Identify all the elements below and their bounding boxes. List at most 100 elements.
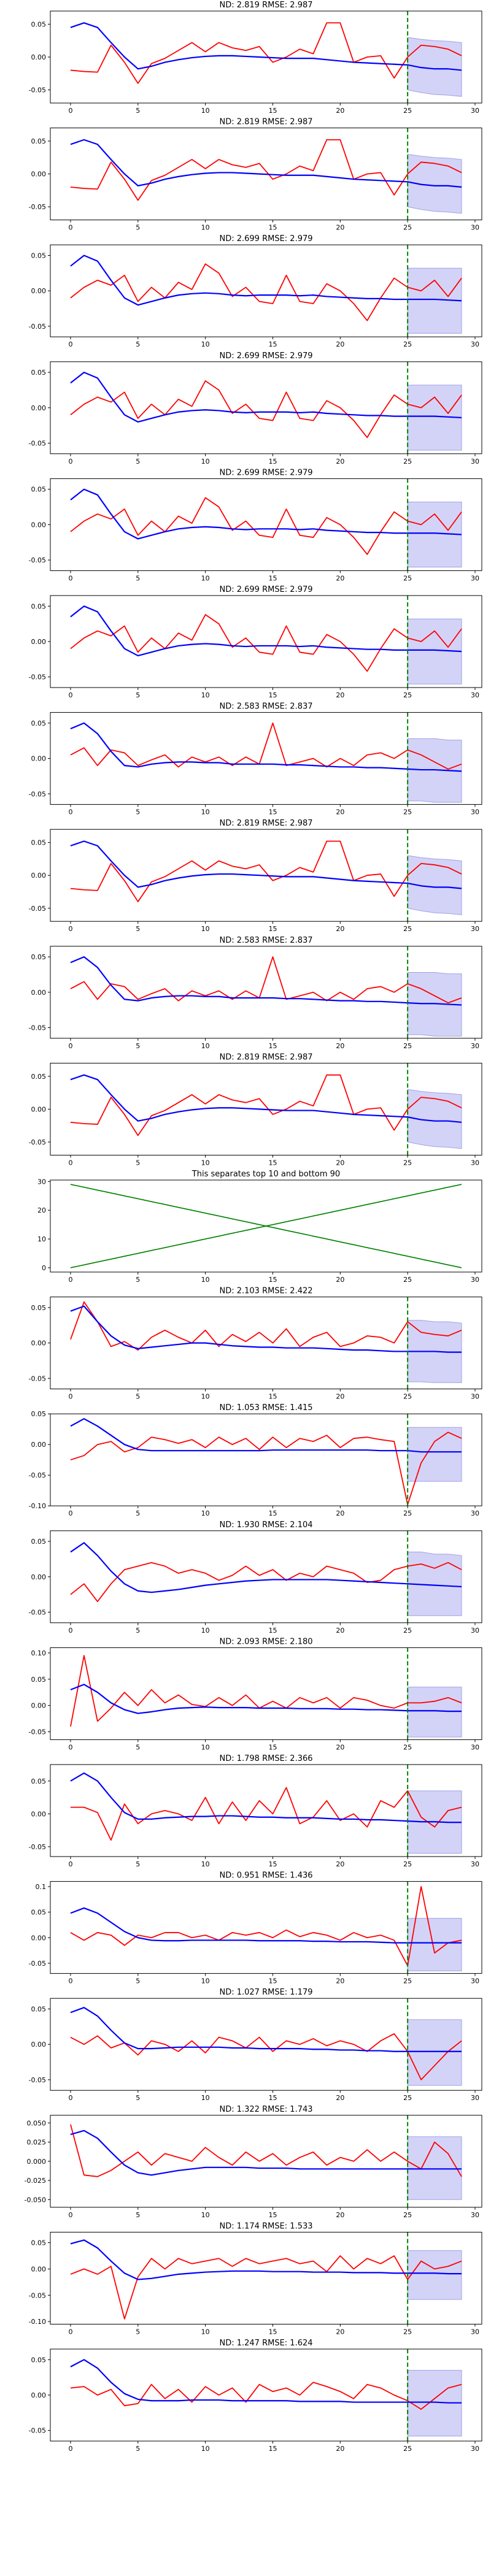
predicted-series-line: [70, 488, 462, 540]
x-tick-label: 5: [136, 2445, 140, 2453]
x-tick-label: 5: [136, 1860, 140, 1868]
chart-panel: ND: 1.930 RMSE: 2.104 0 5 10 15 20 25 30 0.05 0.0…: [29, 1520, 482, 1635]
plot-area: [70, 1647, 462, 1740]
chart-panel: ND: 1.053 RMSE: 1.415 0 5 10 15 20 25 30 0.05 0.0…: [29, 1403, 482, 1517]
x-tick-label: 30: [471, 925, 479, 933]
plot-area: [70, 361, 462, 454]
y-tick-label: -0.05: [29, 86, 46, 94]
y-tick-label: 0.025: [27, 2139, 47, 2147]
x-tick-label: 15: [268, 2328, 277, 2336]
predicted-series-line: [70, 255, 462, 306]
plot-frame: [50, 2231, 482, 2325]
x-tick-label: 0: [68, 458, 72, 466]
chart-title: ND: 2.093 RMSE: 2.180: [219, 1637, 312, 1646]
x-tick-label: 5: [136, 340, 140, 348]
y-tick-label: 0: [42, 1264, 46, 1272]
y-tick-label: -0.05: [29, 1728, 46, 1736]
plot-area: [70, 1414, 462, 1506]
x-tick-label: 25: [403, 1627, 412, 1635]
x-tick-label: 10: [201, 1393, 210, 1401]
x-tick-label: 25: [403, 2445, 412, 2453]
x-tick-label: 5: [136, 925, 140, 933]
predicted-series-line: [70, 956, 462, 1006]
x-tick-label: 0: [68, 224, 72, 232]
x-tick-label: 10: [201, 458, 210, 466]
actual-series-line: [70, 2382, 462, 2410]
x-tick-label: 10: [201, 691, 210, 699]
chart-title: ND: 1.322 RMSE: 1.743: [219, 2105, 312, 2114]
y-tick-label: 0.00: [31, 2041, 47, 2049]
x-tick-label: 15: [268, 1860, 277, 1868]
y-tick-label: 0.00: [31, 521, 47, 529]
x-tick-label: 0: [68, 925, 72, 933]
forecast-band: [407, 1089, 462, 1149]
actual-series-line: [70, 1886, 462, 1967]
forecast-band: [407, 2250, 462, 2300]
plot-frame: [50, 1413, 482, 1506]
plot-area: [70, 946, 462, 1038]
plot-area: [70, 2349, 462, 2441]
y-tick-label: -0.050: [25, 2196, 46, 2204]
forecast-band: [407, 855, 462, 916]
x-tick-label: 0: [68, 1509, 72, 1517]
x-tick-label: 25: [403, 2328, 412, 2336]
chart-panel: ND: 2.699 RMSE: 2.979 0 5 10 15 20 25 30 0.05 0.0…: [29, 585, 482, 699]
y-tick-label: 0.00: [31, 1340, 47, 1347]
actual-series-line: [70, 2255, 462, 2320]
y-tick-label: 0.05: [31, 839, 47, 847]
x-tick-label: 5: [136, 458, 140, 466]
chart-title: ND: 1.027 RMSE: 1.179: [219, 1988, 312, 1997]
x-tick-label: 10: [201, 2094, 210, 2102]
chart-title: ND: 2.583 RMSE: 2.837: [219, 702, 312, 711]
y-tick-label: -0.05: [29, 1471, 46, 1479]
x-tick-label: 15: [268, 2211, 277, 2219]
plot-area: [70, 1530, 462, 1623]
chart-title: ND: 2.103 RMSE: 2.422: [219, 1287, 312, 1296]
x-tick-label: 0: [68, 691, 72, 699]
x-tick-label: 0: [68, 1860, 72, 1868]
forecast-band: [407, 153, 462, 214]
x-tick-label: 30: [471, 2211, 479, 2219]
forecast-band: [407, 267, 462, 334]
x-tick-label: 5: [136, 574, 140, 582]
forecast-band: [407, 2136, 462, 2200]
chart-title: ND: 2.819 RMSE: 2.987: [219, 118, 312, 127]
x-tick-label: 20: [336, 574, 344, 582]
y-tick-label: 0.05: [31, 2239, 47, 2247]
x-tick-label: 0: [68, 107, 72, 115]
x-tick-label: 0: [68, 808, 72, 816]
predicted-series-line: [70, 2359, 462, 2404]
predicted-series-line: [70, 1684, 462, 1714]
x-tick-label: 0: [68, 1042, 72, 1050]
predicted-series-line: [70, 2007, 462, 2052]
y-tick-label: 0.05: [31, 1777, 47, 1785]
y-tick-label: 0.05: [31, 1304, 47, 1312]
x-tick-label: 30: [471, 2094, 479, 2102]
chart-title: ND: 1.174 RMSE: 1.533: [219, 2221, 312, 2231]
predicted-series-line: [70, 722, 462, 772]
y-tick-label: 0.00: [31, 755, 47, 763]
forecast-band: [407, 2370, 462, 2437]
x-tick-label: 30: [471, 574, 479, 582]
predicted-series-line: [70, 22, 462, 71]
x-tick-label: 5: [136, 1627, 140, 1635]
x-tick-label: 15: [268, 1509, 277, 1517]
forecast-band: [407, 501, 462, 568]
plot-area: [70, 829, 462, 922]
y-tick-label: 0.1: [36, 1883, 47, 1891]
plot-area: [70, 2115, 462, 2207]
y-tick-label: 0.00: [31, 171, 47, 178]
y-tick-label: 0.050: [27, 2119, 47, 2127]
y-tick-label: 0.05: [31, 369, 47, 377]
chart-title: This separates top 10 and bottom 90: [191, 1170, 340, 1179]
x-tick-label: 15: [268, 2445, 277, 2453]
x-tick-label: 15: [268, 340, 277, 348]
plot-area: [70, 1765, 462, 1857]
chart-title: ND: 2.819 RMSE: 2.987: [219, 1, 312, 10]
x-tick-label: 15: [268, 458, 277, 466]
chart-panel: ND: 1.798 RMSE: 2.366 0 5 10 15 20 25 30 0.05 0.0…: [29, 1754, 482, 1868]
predicted-series-line: [70, 2239, 462, 2280]
y-tick-label: 0.05: [31, 1073, 47, 1081]
plot-area: [70, 1998, 462, 2091]
